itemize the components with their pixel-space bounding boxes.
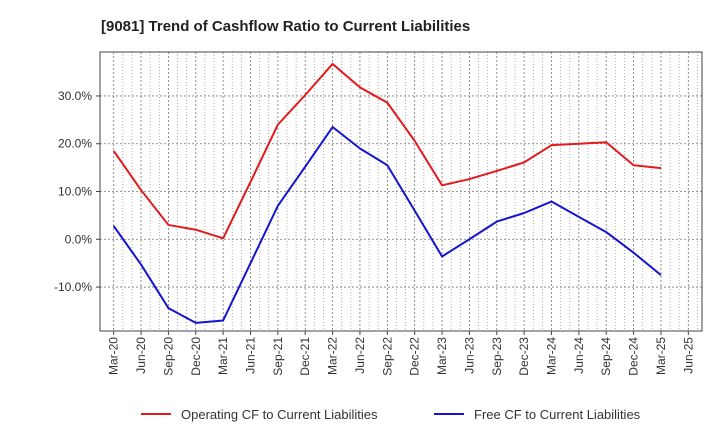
chart-title: [9081] Trend of Cashflow Ratio to Curren…	[101, 18, 470, 35]
x-tick-label: Dec-24	[627, 337, 641, 376]
x-tick-label: Sep-23	[490, 337, 504, 376]
x-tick-label: Sep-22	[380, 337, 394, 376]
x-tick-label: Mar-22	[326, 337, 340, 375]
x-tick-label: Jun-21	[244, 337, 258, 374]
x-tick-label: Mar-20	[107, 337, 121, 375]
x-axis-ticks: Mar-20 Jun-20 Sep-20 Dec-20 Mar-21 Jun-21 Sep-…	[107, 331, 695, 376]
x-tick-label: Dec-22	[408, 337, 422, 376]
y-tick-label: 0.0%	[65, 232, 93, 246]
y-tick-label: 30.0%	[58, 89, 92, 103]
series-lines	[112, 62, 662, 324]
x-tick-label: Jun-23	[462, 337, 476, 374]
x-tick-label: Dec-21	[298, 337, 312, 376]
x-tick-label: Sep-24	[599, 337, 613, 376]
series-line-0	[112, 62, 662, 240]
x-tick-label: Mar-21	[216, 337, 230, 375]
x-tick-label: Sep-21	[271, 337, 285, 376]
x-tick-label: Mar-24	[545, 337, 559, 375]
y-tick-label: 20.0%	[58, 137, 92, 151]
x-tick-label: Jun-20	[134, 337, 148, 374]
x-tick-label: Jun-24	[572, 337, 586, 374]
x-tick-label: Sep-20	[161, 337, 175, 376]
x-tick-label: Jun-22	[353, 337, 367, 374]
x-tick-label: Dec-23	[517, 337, 531, 376]
y-tick-label: 10.0%	[58, 185, 92, 199]
legend-label-operating-cf: Operating CF to Current Liabilities	[181, 407, 378, 422]
x-tick-label: Dec-20	[189, 337, 203, 376]
x-tick-label: Mar-25	[654, 337, 668, 375]
legend-label-free-cf: Free CF to Current Liabilities	[474, 407, 641, 422]
y-tick-label: -10.0%	[54, 280, 92, 294]
grid-lines	[100, 52, 702, 331]
y-axis-ticks: -10.0% 0.0% 10.0% 20.0% 30.0%	[54, 89, 100, 294]
series-line-1	[112, 126, 662, 324]
legend: Operating CF to Current Liabilities Free…	[141, 407, 641, 422]
x-tick-label: Jun-25	[681, 337, 695, 374]
x-tick-label: Mar-23	[435, 337, 449, 375]
